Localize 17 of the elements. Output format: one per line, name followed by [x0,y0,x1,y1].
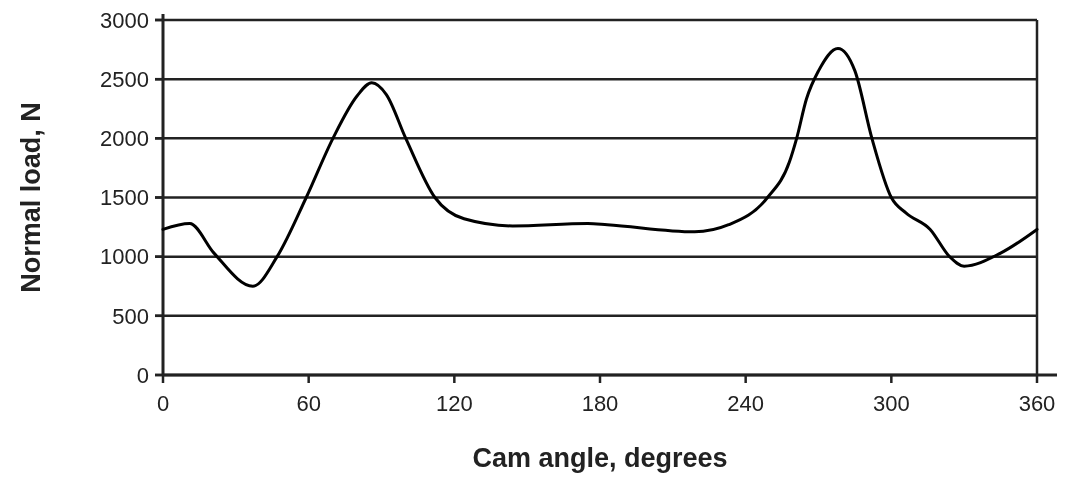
x-tick-label: 300 [872,391,910,416]
y-tick-label: 1000 [100,244,149,270]
x-tick-label: 0 [156,391,170,416]
x-tick-label: 60 [296,391,321,416]
y-tick-label: 2000 [100,126,149,152]
x-tick-label: 120 [435,391,473,416]
line-series [161,46,1039,288]
x-tick-label: 240 [727,391,765,416]
y-tick-label: 0 [136,362,149,388]
x-axis-title: Cam angle, degrees [472,443,728,473]
y-tick-label: 2500 [100,66,149,92]
y-axis-title: Normal load, N [16,102,46,293]
x-tick-label: 180 [581,391,619,416]
y-tick-label: 500 [112,303,149,329]
x-tick-label: 360 [1018,391,1056,416]
y-tick-label: 3000 [100,7,149,33]
y-tick-label: 1500 [100,185,149,211]
